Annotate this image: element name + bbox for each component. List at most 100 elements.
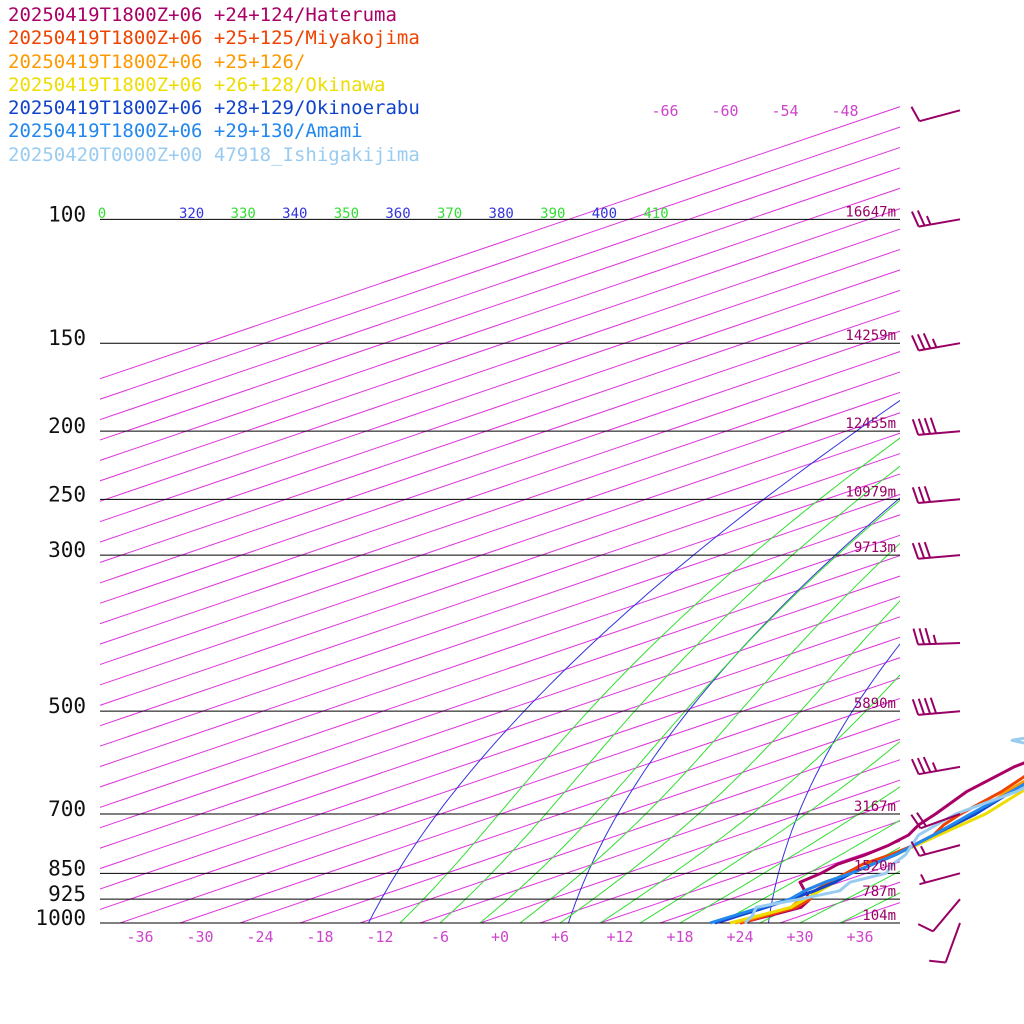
legend-entry: 20250419T1800Z+06 +26+128/Okinawa <box>8 73 386 96</box>
pressure-label: 100 <box>48 202 86 226</box>
wind-barb <box>912 627 961 646</box>
temperature-tick-label: +12 <box>606 928 633 946</box>
wind-barb <box>910 841 961 857</box>
legend-entry: 20250419T1800Z+06 +29+130/Amami <box>8 120 363 143</box>
wind-barb <box>911 485 961 504</box>
theta-label: 400 <box>592 206 617 222</box>
isotherm-line <box>119 657 900 924</box>
temperature-tick-label: -18 <box>306 928 333 946</box>
isotherm-line <box>100 616 900 890</box>
upper-temperature-label: -60 <box>711 102 738 120</box>
theta-label: 320 <box>179 206 204 222</box>
wind-barb <box>911 541 961 560</box>
isotherm-line <box>100 432 900 706</box>
wind-barb <box>917 898 961 933</box>
pressure-label: 1000 <box>35 906 86 930</box>
isotherm-line <box>100 473 900 747</box>
isotherm-line <box>100 514 900 788</box>
temperature-tick-label: -6 <box>431 928 449 946</box>
height-label: 5890m <box>854 696 896 712</box>
theta-label: 350 <box>334 206 359 222</box>
upper-temperature-label: -48 <box>831 102 858 120</box>
isotherm-line <box>899 922 900 923</box>
wind-barb <box>929 922 961 964</box>
isotherm-line <box>599 820 900 924</box>
isotherm-line <box>659 840 900 924</box>
isotherm-line <box>479 779 900 924</box>
theta-label: 340 <box>282 206 307 222</box>
pressure-label: 850 <box>48 856 86 880</box>
height-label: 787m <box>862 884 896 900</box>
profile-line <box>739 761 1024 925</box>
temperature-tick-label: +0 <box>491 928 509 946</box>
temperature-profiles <box>709 736 1024 925</box>
theta-label: 360 <box>385 206 410 222</box>
isotherm-line <box>419 759 900 924</box>
isotherm-line <box>100 555 900 829</box>
wind-barbs <box>910 106 961 964</box>
isotherm-line <box>100 493 900 768</box>
wind-barb <box>910 812 961 830</box>
profile-line <box>714 782 1024 925</box>
isotherm-line <box>100 636 900 910</box>
pressure-label: 500 <box>48 694 86 718</box>
wind-barb <box>910 106 961 123</box>
moist-adiabat-line <box>479 499 900 924</box>
isotherm-line <box>539 800 900 924</box>
upper-temperature-label: -54 <box>771 102 798 120</box>
theta-label: 410 <box>643 206 668 222</box>
isotherm-line <box>179 677 900 924</box>
moist-adiabat-line <box>599 674 900 924</box>
height-label: 1520m <box>854 858 896 874</box>
legend-entry: 20250419T1800Z+06 +28+129/Okinoerabu <box>8 97 420 120</box>
height-label: 104m <box>862 908 896 924</box>
temperature-tick-label: -12 <box>366 928 393 946</box>
temperature-tick-label: -36 <box>126 928 153 946</box>
temperature-tick-label: -30 <box>186 928 213 946</box>
legend-entry: 20250419T1800Z+06 +25+125/Miyakojima <box>8 27 420 50</box>
pressure-label: 200 <box>48 414 86 438</box>
wind-barb <box>911 417 961 436</box>
temperature-tick-label: +36 <box>846 928 873 946</box>
upper-temperature-label: -66 <box>651 102 678 120</box>
pressure-label: 925 <box>48 882 86 906</box>
theta-label: 330 <box>231 206 256 222</box>
temperature-tick-label: +6 <box>551 928 569 946</box>
legend-entry: 20250419T1800Z+06 +25+126/ <box>8 50 306 73</box>
pressure-label: 300 <box>48 538 86 562</box>
theta-label: 390 <box>540 206 565 222</box>
wind-barb <box>919 872 961 886</box>
profile-line <box>709 782 1024 925</box>
theta-label: 0 <box>98 206 106 222</box>
legend: 20250419T1800Z+06 +24+124/Hateruma 202504… <box>8 4 420 167</box>
pressure-label: 150 <box>48 326 86 350</box>
axis-labels: 100 16647m 150 14259m 200 12455m 250 10979m 300 9… <box>35 102 896 946</box>
isotherm-line <box>100 534 900 808</box>
height-label: 10979m <box>845 484 896 500</box>
height-label: 9713m <box>854 540 896 556</box>
theta-label: 370 <box>437 206 462 222</box>
isotherm-line <box>100 575 900 849</box>
height-label: 3167m <box>854 799 896 815</box>
temperature-tick-label: -24 <box>246 928 273 946</box>
dry-adiabat-line <box>768 643 900 924</box>
temperature-tick-label: +24 <box>726 928 753 946</box>
wind-barb <box>911 210 961 228</box>
pressure-label: 700 <box>48 797 86 821</box>
height-label: 16647m <box>845 204 896 220</box>
height-label: 12455m <box>845 416 896 432</box>
isobar-lines <box>100 218 900 924</box>
temperature-tick-label: +18 <box>666 928 693 946</box>
height-label: 14259m <box>845 328 896 344</box>
wind-barb <box>911 697 961 716</box>
isotherm-line <box>100 595 900 870</box>
profile-line <box>743 736 1024 925</box>
dry-adiabat-line <box>568 497 900 924</box>
wind-barb <box>911 756 961 776</box>
temperature-tick-label: +30 <box>786 928 813 946</box>
legend-entry: 20250420T0000Z+00 47918_Ishigakijima <box>8 143 420 166</box>
dry-adiabat-line <box>968 0 1024 923</box>
isotherm-line <box>100 453 900 727</box>
theta-label: 380 <box>489 206 514 222</box>
